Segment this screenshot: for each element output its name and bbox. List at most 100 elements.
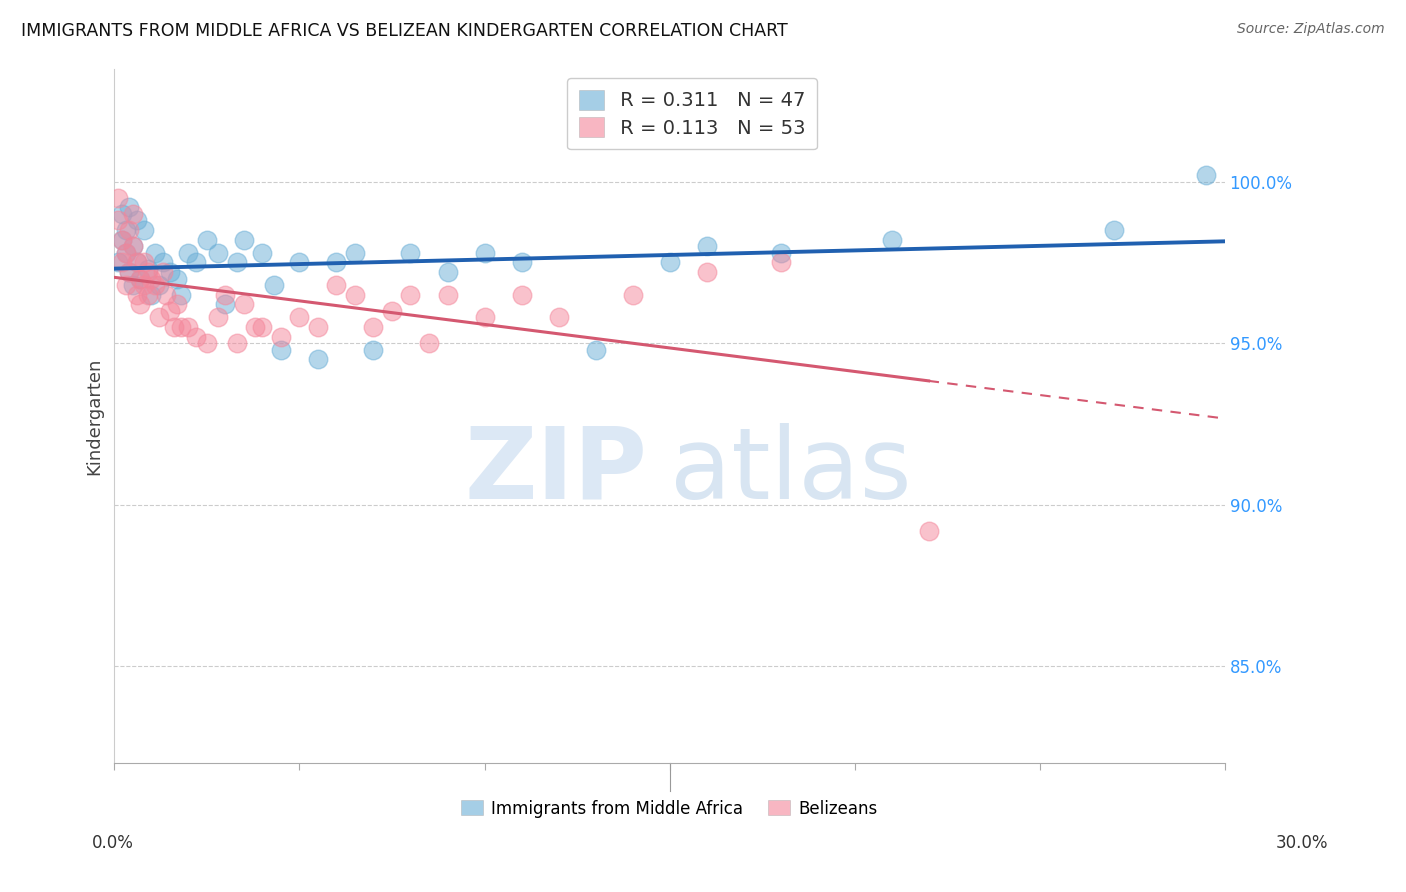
Point xyxy=(111,233,134,247)
Point xyxy=(510,255,533,269)
Point xyxy=(111,233,134,247)
Point xyxy=(288,255,311,269)
Point xyxy=(214,287,236,301)
Point xyxy=(177,320,200,334)
Point xyxy=(162,320,184,334)
Point xyxy=(114,245,136,260)
Point xyxy=(118,201,141,215)
Point xyxy=(585,343,607,357)
Point xyxy=(114,245,136,260)
Point xyxy=(177,245,200,260)
Y-axis label: Kindergarten: Kindergarten xyxy=(86,357,103,475)
Text: atlas: atlas xyxy=(669,423,911,520)
Point xyxy=(107,255,129,269)
Point xyxy=(214,297,236,311)
Text: IMMIGRANTS FROM MIDDLE AFRICA VS BELIZEAN KINDERGARTEN CORRELATION CHART: IMMIGRANTS FROM MIDDLE AFRICA VS BELIZEA… xyxy=(21,22,787,40)
Point xyxy=(233,297,256,311)
Point xyxy=(107,213,129,227)
Point xyxy=(125,255,148,269)
Point xyxy=(263,277,285,292)
Point xyxy=(111,255,134,269)
Point xyxy=(307,352,329,367)
Point xyxy=(252,320,274,334)
Point xyxy=(122,239,145,253)
Point xyxy=(621,287,644,301)
Point xyxy=(436,265,458,279)
Point xyxy=(1195,168,1218,182)
Point xyxy=(381,303,404,318)
Point xyxy=(122,239,145,253)
Point xyxy=(343,245,366,260)
Point xyxy=(510,287,533,301)
Point xyxy=(159,303,181,318)
Point xyxy=(166,297,188,311)
Point xyxy=(184,329,207,343)
Point xyxy=(159,265,181,279)
Point xyxy=(195,233,218,247)
Point xyxy=(136,287,159,301)
Point xyxy=(325,277,347,292)
Point xyxy=(152,255,174,269)
Point xyxy=(143,245,166,260)
Point xyxy=(125,213,148,227)
Text: Source: ZipAtlas.com: Source: ZipAtlas.com xyxy=(1237,22,1385,37)
Point xyxy=(114,223,136,237)
Point xyxy=(155,287,177,301)
Point xyxy=(207,245,229,260)
Point xyxy=(270,343,292,357)
Point xyxy=(132,277,155,292)
Point xyxy=(141,271,163,285)
Point xyxy=(225,255,247,269)
Text: 0.0%: 0.0% xyxy=(91,834,134,852)
Point xyxy=(148,310,170,325)
Point xyxy=(252,245,274,260)
Point xyxy=(658,255,681,269)
Point xyxy=(136,265,159,279)
Point xyxy=(143,277,166,292)
Point xyxy=(880,233,903,247)
Point xyxy=(111,207,134,221)
Point xyxy=(917,524,939,538)
Point xyxy=(769,255,792,269)
Point xyxy=(136,261,159,276)
Point xyxy=(129,297,152,311)
Point xyxy=(1102,223,1125,237)
Point xyxy=(122,277,145,292)
Point xyxy=(363,320,385,334)
Point xyxy=(399,245,422,260)
Point xyxy=(270,329,292,343)
Point xyxy=(399,287,422,301)
Point xyxy=(152,265,174,279)
Point xyxy=(118,223,141,237)
Point xyxy=(125,255,148,269)
Text: ZIP: ZIP xyxy=(464,423,647,520)
Point xyxy=(125,287,148,301)
Point xyxy=(122,207,145,221)
Point xyxy=(118,265,141,279)
Point xyxy=(769,245,792,260)
Legend: Immigrants from Middle Africa, Belizeans: Immigrants from Middle Africa, Belizeans xyxy=(454,793,884,824)
Point xyxy=(195,336,218,351)
Point xyxy=(225,336,247,351)
Point xyxy=(184,255,207,269)
Point xyxy=(170,287,193,301)
Point xyxy=(107,191,129,205)
Point xyxy=(325,255,347,269)
Point xyxy=(207,310,229,325)
Point xyxy=(233,233,256,247)
Point xyxy=(436,287,458,301)
Point xyxy=(696,239,718,253)
Point xyxy=(288,310,311,325)
Point xyxy=(547,310,569,325)
Point xyxy=(132,255,155,269)
Point xyxy=(129,271,152,285)
Point xyxy=(129,271,152,285)
Point xyxy=(307,320,329,334)
Point xyxy=(474,310,496,325)
Point xyxy=(132,223,155,237)
Point xyxy=(166,271,188,285)
Point xyxy=(418,336,440,351)
Point xyxy=(696,265,718,279)
Point xyxy=(363,343,385,357)
Point xyxy=(114,277,136,292)
